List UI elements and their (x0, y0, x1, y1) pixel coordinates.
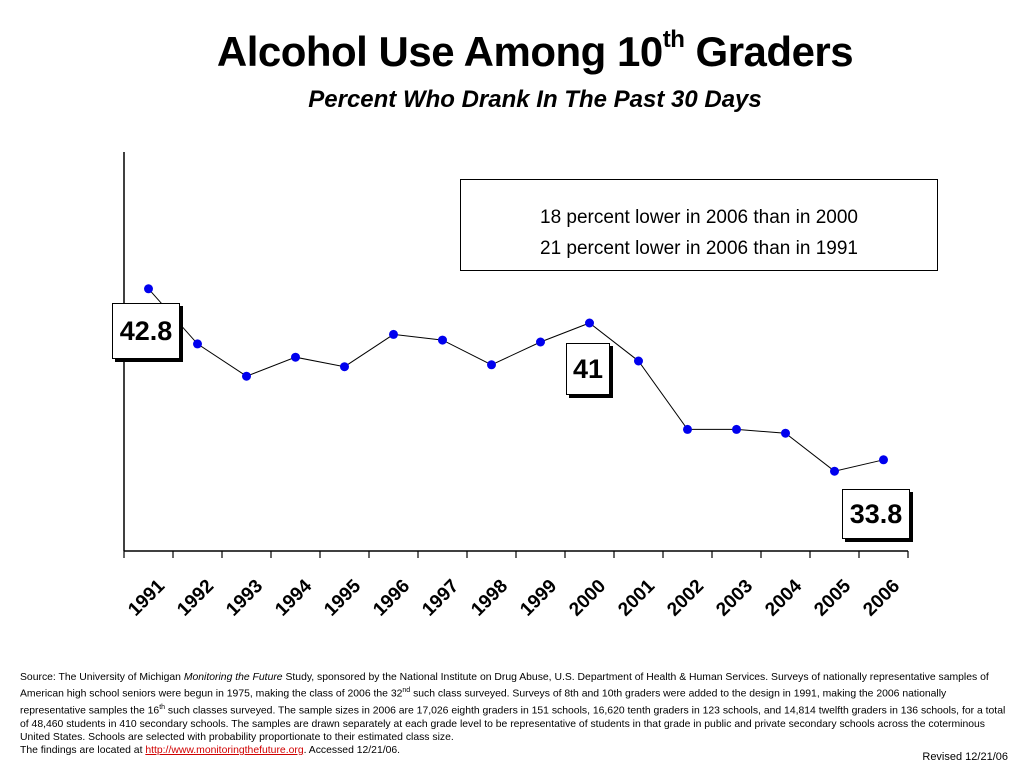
data-point-1998 (487, 360, 496, 370)
series-markers (144, 284, 888, 476)
x-tick-label-2004: 2004 (761, 575, 806, 620)
x-tick-label-2002: 2002 (663, 576, 708, 621)
data-point-2001 (634, 356, 643, 366)
data-point-2004 (781, 428, 790, 438)
x-tick-label-1992: 1992 (173, 576, 218, 621)
annotation-box: 18 percent lower in 2006 than in 2000 21… (460, 179, 938, 271)
x-axis-labels: 1991 1992 1993 1994 1995 1996 1997 1998 1999 2000… (124, 575, 904, 620)
data-point-1999 (536, 337, 545, 347)
x-tick-label-1998: 1998 (467, 576, 512, 621)
x-tick-label-1991: 1991 (124, 575, 169, 620)
annotation-line-1: 18 percent lower in 2006 than in 2000 (540, 207, 858, 228)
x-tick-label-1995: 1995 (320, 575, 365, 620)
data-point-1993 (242, 371, 251, 381)
x-tick-label-1993: 1993 (222, 576, 267, 621)
data-point-1994 (291, 352, 300, 362)
chart-subtitle: Percent Who Drank In The Past 30 Days (308, 86, 762, 113)
callout-2006: 33.8 (842, 489, 910, 539)
source-note: Source: The University of Michigan Monit… (20, 672, 1006, 756)
data-point-1996 (389, 329, 398, 339)
data-point-2005 (830, 466, 839, 476)
x-tick-label-2006: 2006 (859, 576, 904, 621)
data-point-2000 (585, 318, 594, 328)
data-point-2002 (683, 424, 692, 434)
data-point-1995 (340, 362, 349, 372)
x-tick-label-2003: 2003 (712, 576, 757, 621)
data-point-2006 (879, 455, 888, 465)
chart-title: Alcohol Use Among 10th Graders (216, 26, 854, 75)
source-link[interactable]: http://www.monitoringthefuture.org (145, 744, 304, 756)
x-tick-label-1999: 1999 (516, 576, 561, 621)
annotation-line-2: 21 percent lower in 2006 than in 1991 (540, 238, 858, 259)
data-point-1997 (438, 335, 447, 345)
x-tick-label-2000: 2000 (565, 576, 610, 621)
revised-date: Revised 12/21/06 (922, 751, 1008, 763)
x-tick-label-1994: 1994 (271, 575, 316, 620)
x-tick-label-1997: 1997 (418, 576, 463, 621)
callout-2000: 41 (566, 343, 610, 395)
series-line (148, 288, 884, 472)
x-tick-label-1996: 1996 (369, 576, 414, 621)
data-point-1992 (193, 339, 202, 349)
series-line-path (148, 288, 884, 472)
x-tick-label-2001: 2001 (614, 575, 659, 620)
data-point-1991 (144, 284, 153, 294)
data-point-2003 (732, 424, 741, 434)
x-tick-label-2005: 2005 (810, 575, 855, 620)
callout-1991: 42.8 (112, 303, 180, 359)
